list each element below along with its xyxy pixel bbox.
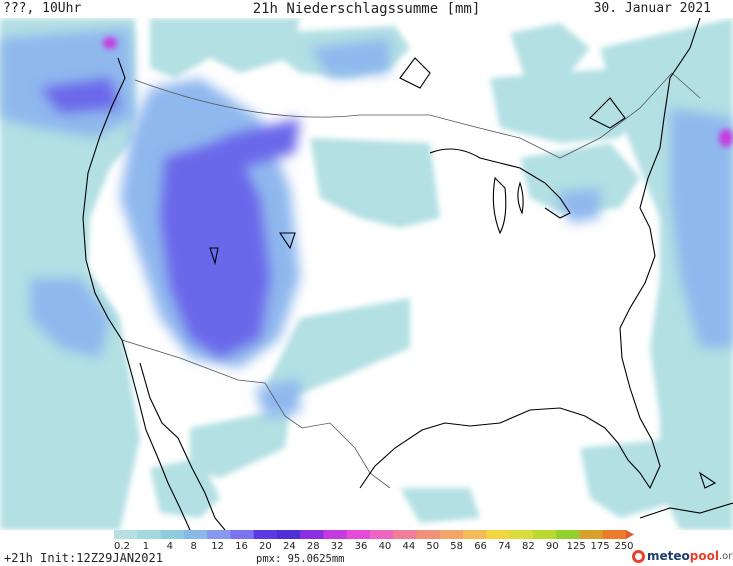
colorbar-swatch (276, 530, 301, 539)
colorbar-tick-label: 74 (498, 541, 511, 552)
colorbar-tick-label: 175 (590, 541, 610, 552)
colorbar-overflow-arrow (626, 530, 634, 539)
colorbar-tick-label: 20 (259, 541, 272, 552)
colorbar-swatch (253, 530, 278, 539)
colorbar-swatch (532, 530, 557, 539)
coastlines (82, 18, 733, 530)
colorbar-tick-label: 16 (235, 541, 248, 552)
map-title: 21h Niederschlagssumme [mm] (252, 1, 481, 17)
colorbar-tick-label: 250 (614, 541, 634, 552)
colorbar-tick-label: 44 (402, 541, 416, 552)
colorbar-swatch (602, 530, 627, 539)
colorbar-swatch (393, 530, 418, 539)
logo-text-meteo: meteo (647, 549, 690, 563)
colorbar-swatch (370, 530, 394, 539)
precipitation-map (0, 18, 733, 530)
forecast-date: 30. Januar 2021 (593, 1, 711, 16)
precip-extreme-layer (103, 37, 733, 147)
colorbar-tick-label: 24 (282, 541, 296, 552)
colorbar-swatch (160, 530, 185, 539)
colorbar-tick-label: 12 (211, 541, 224, 552)
colorbar-tick-label: 1 (142, 541, 150, 552)
colorbar-tick-label: 50 (426, 541, 440, 552)
model-run-info: +21h Init:12Z29JAN2021 (4, 551, 163, 565)
colorbar-swatch (416, 530, 441, 539)
max-precip-value: pmx: 95.0625mm (256, 553, 345, 565)
precipitation-legend: 0.2 1 4 8 12 16 20 24 28 32 36 40 44 50 58 66 74 82 90 125 1… (0, 528, 733, 566)
colorbar (114, 530, 634, 539)
colorbar-tick-label: 40 (378, 541, 392, 552)
country-borders (121, 72, 701, 489)
colorbar-tick-label: 58 (450, 541, 464, 552)
colorbar-swatch (439, 530, 464, 539)
colorbar-tick-label: 36 (354, 541, 368, 552)
colorbar-swatch (114, 530, 138, 539)
colorbar-tick-label: 0.2 (114, 541, 130, 552)
colorbar-tick-label: 82 (522, 541, 535, 552)
colorbar-swatch (486, 530, 511, 539)
colorbar-swatch (556, 530, 580, 539)
colorbar-tick-label: 32 (330, 541, 344, 552)
colorbar-swatch (207, 530, 231, 539)
colorbar-tick-label: 8 (190, 541, 197, 552)
colorbar-tick-label: 4 (166, 541, 173, 552)
colorbar-swatch (346, 530, 371, 539)
colorbar-swatch (579, 530, 604, 539)
colorbar-swatch (509, 530, 534, 539)
colorbar-tick-label: 66 (474, 541, 487, 552)
colorbar-swatch (137, 530, 162, 539)
colorbar-tick-label: 28 (306, 541, 320, 552)
colorbar-swatch (183, 530, 208, 539)
colorbar-swatch (300, 530, 324, 539)
colorbar-swatch (230, 530, 255, 539)
colorbar-swatch (463, 530, 487, 539)
colorbar-tick-label: 90 (545, 541, 559, 552)
logo-text-pool: pool (689, 549, 719, 563)
meteopool-logo-icon (632, 549, 645, 563)
region-label: ???, 10Uhr (3, 1, 82, 16)
colorbar-swatch (323, 530, 348, 539)
colorbar-tick-label: 125 (566, 541, 586, 552)
logo-text-org: .org (718, 550, 733, 562)
